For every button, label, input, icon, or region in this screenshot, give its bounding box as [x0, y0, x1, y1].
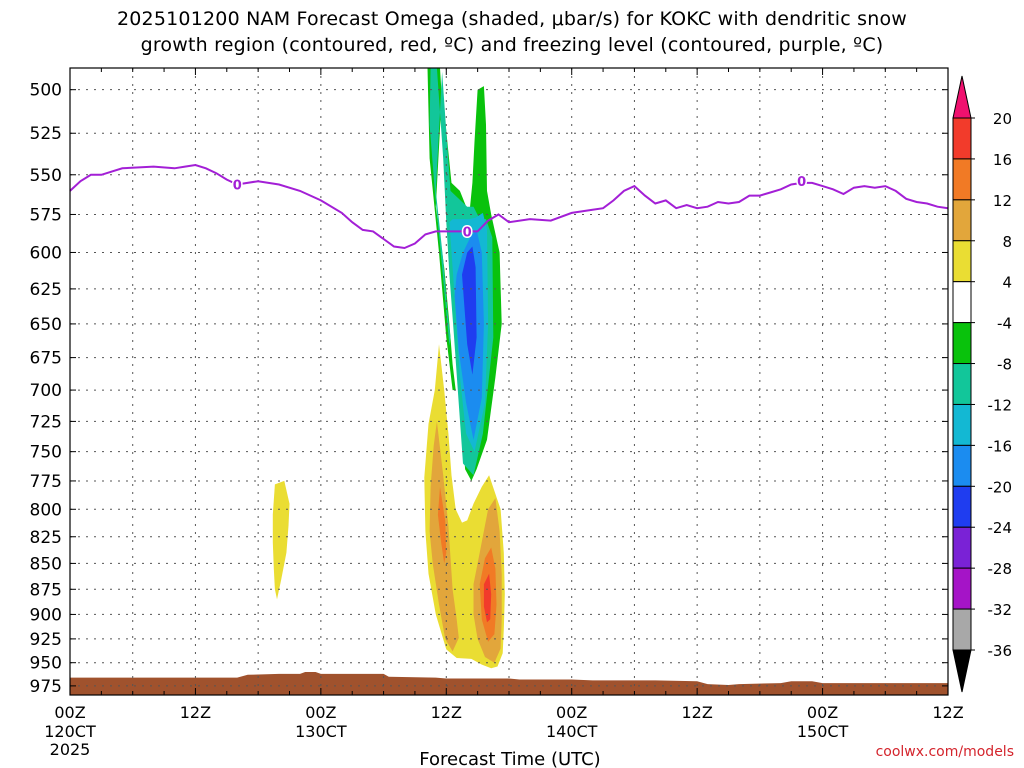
- colorbar-label-9: -20: [988, 478, 1013, 496]
- freezing-level-label-1: 0: [463, 225, 472, 240]
- omega-negative-region-4: [462, 246, 477, 375]
- omega-positive-region-0: [272, 480, 290, 600]
- colorbar-bottom-arrow: [952, 649, 972, 693]
- x-tick-label-1: 12Z: [180, 703, 211, 722]
- y-tick-label-825: 825: [30, 528, 62, 548]
- omega-positive-region-6: [483, 573, 492, 623]
- colorbar-label-7: -12: [988, 396, 1013, 414]
- x-tick-label-0: 00Z: [54, 703, 85, 722]
- x-tick-date-6: 150CT: [797, 722, 849, 741]
- colorbar-box-4: [952, 281, 972, 324]
- omega-positive-region-4: [437, 486, 447, 564]
- chart-title-line-2: growth region (contoured, red, ºC) and f…: [140, 34, 884, 56]
- y-tick-label-625: 625: [30, 280, 62, 300]
- y-tick-label-750: 750: [30, 443, 62, 463]
- y-tick-label-950: 950: [30, 654, 62, 674]
- colorbar-box-12: [952, 608, 972, 651]
- colorbar-label-0: 20: [993, 110, 1012, 128]
- y-tick-label-675: 675: [30, 349, 62, 369]
- colorbar-label-4: 4: [1002, 274, 1012, 292]
- y-tick-label-850: 850: [30, 554, 62, 574]
- x-tick-label-3: 12Z: [431, 703, 462, 722]
- y-tick-label-525: 525: [30, 124, 62, 144]
- colorbar-label-8: -16: [988, 437, 1013, 455]
- y-tick-label-500: 500: [30, 81, 62, 101]
- y-tick-label-800: 800: [30, 500, 62, 520]
- chart-title-line-1: 2025101200 NAM Forecast Omega (shaded, μ…: [116, 8, 908, 30]
- colorbar-box-9: [952, 485, 972, 528]
- x-tick-label-2: 00Z: [305, 703, 336, 722]
- colorbar-box-7: [952, 403, 972, 446]
- colorbar-label-1: 16: [993, 151, 1012, 169]
- x-tick-date-0: 120CT: [44, 722, 96, 741]
- y-tick-label-900: 900: [30, 605, 62, 625]
- omega-shading-layer: [272, 68, 505, 669]
- colorbar-label-13: -36: [988, 642, 1013, 660]
- colorbar-box-10: [952, 526, 972, 569]
- x-tick-label-5: 12Z: [681, 703, 712, 722]
- x-tick-year-0: 2025: [50, 740, 91, 759]
- colorbar-label-5: -4: [997, 315, 1012, 333]
- colorbar-box-1: [952, 158, 972, 201]
- colorbar-box-2: [952, 199, 972, 242]
- freezing-level-layer: 0 0 0: [69, 163, 949, 250]
- colorbar-label-11: -28: [988, 560, 1013, 578]
- colorbar-label-2: 12: [993, 192, 1012, 210]
- y-tick-label-925: 925: [30, 630, 62, 650]
- colorbar-box-0: [952, 117, 972, 160]
- colorbar-label-3: 8: [1002, 233, 1012, 251]
- colorbar-box-11: [952, 567, 972, 610]
- y-tick-label-550: 550: [30, 166, 62, 186]
- ground-layer: [70, 672, 948, 695]
- x-axis-label: Forecast Time (UTC): [419, 749, 600, 768]
- freezing-level-label-0: 0: [233, 178, 242, 193]
- y-tick-label-600: 600: [30, 243, 62, 263]
- y-tick-label-575: 575: [30, 205, 62, 225]
- credit-link[interactable]: coolwx.com/models: [875, 744, 1014, 760]
- ground-terrain: [70, 672, 948, 695]
- colorbar-box-6: [952, 363, 972, 405]
- y-tick-label-775: 775: [30, 472, 62, 492]
- y-axis: 500 525 550 575 600 625 650 675 700 725 750 775 800 8…: [30, 81, 948, 697]
- freezing-level-label-2: 0: [797, 175, 806, 190]
- x-tick-label-6: 00Z: [807, 703, 838, 722]
- y-tick-label-725: 725: [30, 412, 62, 432]
- x-tick-date-2: 130CT: [295, 722, 347, 741]
- colorbar: 20 16 12 8 4 -4 -8 -12 -16 -20 -24 -28 -32 -36: [952, 75, 1013, 693]
- x-tick-date-4: 140CT: [546, 722, 598, 741]
- y-tick-label-700: 700: [30, 381, 62, 401]
- colorbar-label-10: -24: [988, 519, 1013, 537]
- colorbar-label-12: -32: [988, 601, 1013, 619]
- y-tick-label-650: 650: [30, 315, 62, 335]
- y-tick-label-875: 875: [30, 580, 62, 600]
- x-tick-label-7: 12Z: [932, 703, 963, 722]
- colorbar-box-8: [952, 444, 972, 487]
- x-tick-label-4: 00Z: [556, 703, 587, 722]
- colorbar-box-5: [952, 322, 972, 365]
- y-tick-label-975: 975: [30, 677, 62, 697]
- colorbar-top-arrow: [952, 75, 972, 119]
- colorbar-label-6: -8: [997, 356, 1012, 374]
- colorbar-box-3: [952, 240, 972, 283]
- freezing-level-line: [69, 163, 949, 250]
- grid-layer: [70, 68, 948, 695]
